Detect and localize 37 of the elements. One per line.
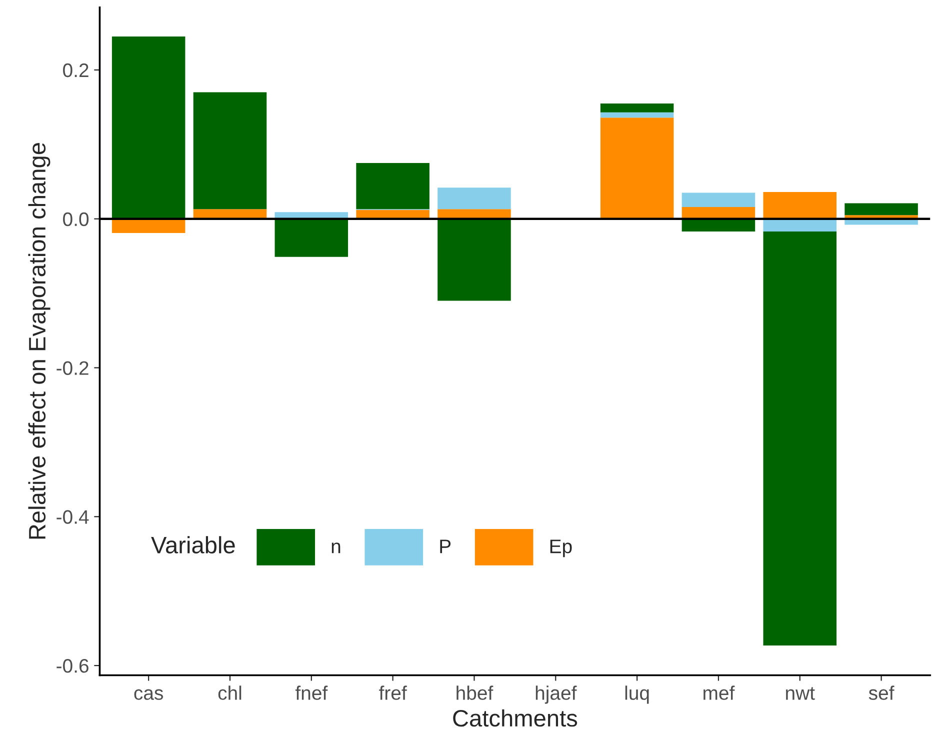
bar: [438, 188, 511, 210]
y-tick-label: -0.4: [56, 510, 89, 524]
legend-label: n: [332, 542, 340, 554]
x-tick-label: cas: [134, 689, 163, 700]
legend-label: Ep: [550, 540, 572, 558]
x-tick-label: fref: [379, 686, 407, 700]
bar: [112, 36, 186, 219]
y-axis-title: Relative effect on Evaporation change: [28, 143, 50, 539]
x-tick-label: hbef: [456, 686, 494, 700]
bar: [193, 92, 267, 210]
bar: [600, 112, 674, 118]
bar: [600, 103, 674, 112]
bar: [844, 203, 918, 216]
x-tick-label: sef: [868, 686, 894, 700]
bar: [438, 218, 511, 301]
bar: [356, 163, 430, 210]
bar: [682, 218, 756, 232]
legend-title: Variable: [151, 536, 235, 554]
y-tick-label: 0.0: [63, 212, 89, 226]
y-tick-label: -0.6: [56, 659, 88, 673]
x-tick-label: fnef: [295, 686, 328, 700]
bar: [274, 218, 348, 257]
x-tick-label: hjaef: [536, 686, 577, 704]
x-tick-label: mef: [704, 686, 735, 700]
bar: [763, 232, 837, 646]
x-tick-label: chl: [218, 686, 242, 700]
x-tick-label: luq: [625, 686, 649, 704]
legend-label: P: [440, 540, 451, 554]
bar: [763, 192, 837, 219]
bar: [600, 118, 674, 219]
bar: [112, 218, 186, 233]
x-axis-title: Catchments: [453, 709, 578, 727]
x-tick-label: nwt: [786, 687, 815, 700]
y-tick-label: 0.2: [63, 63, 88, 78]
y-tick-label: -0.2: [56, 361, 88, 375]
bar: [763, 218, 837, 232]
bar: [682, 192, 756, 207]
